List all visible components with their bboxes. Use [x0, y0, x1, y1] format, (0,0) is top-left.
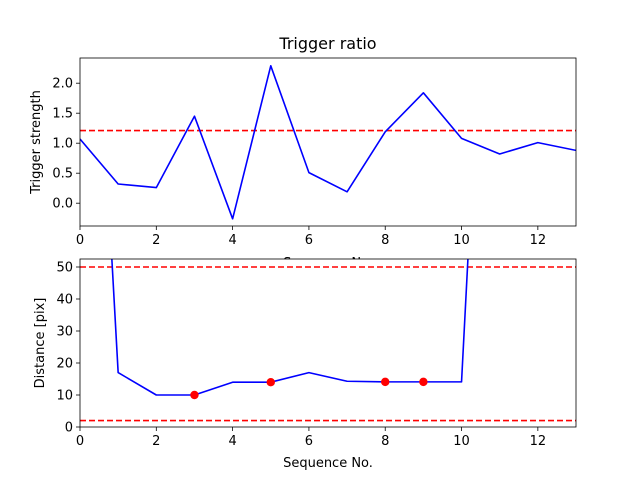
y-tick-label: 1.5 — [52, 107, 73, 122]
y-tick-label: 1.0 — [52, 137, 73, 152]
plot-frame — [79, 258, 577, 428]
data-point-marker — [190, 390, 199, 400]
x-tick-label: 0 — [76, 434, 84, 449]
y-tick-label: 0.5 — [52, 167, 73, 182]
series-line — [80, 65, 576, 220]
x-tick-label: 2 — [152, 434, 160, 449]
x-tick-label: 8 — [381, 233, 389, 248]
plot-area — [80, 259, 576, 427]
data-point-marker — [381, 377, 390, 387]
series-line — [111, 259, 469, 396]
y-tick-label: 2.0 — [52, 77, 73, 92]
x-tick-label: 0 — [76, 233, 84, 248]
y-tick-label: 40 — [56, 293, 73, 308]
plot-data-layer — [80, 65, 576, 220]
x-tick-label: 2 — [152, 233, 160, 248]
plot-data-layer — [80, 259, 576, 422]
data-point-marker — [419, 377, 428, 387]
bottom-chart: 0 2 4 6 8 10 12 0 10 20 30 40 50 Sequence No. Distance… — [33, 258, 577, 471]
data-point-marker — [266, 378, 275, 387]
plot-frame — [79, 57, 577, 227]
x-tick-label: 8 — [381, 434, 389, 449]
chart-title: Trigger ratio — [278, 34, 376, 53]
x-tick-label: 10 — [453, 434, 470, 449]
x-tick-label: 4 — [228, 233, 236, 248]
x-tick-label: 4 — [228, 434, 236, 449]
y-tick-label: 50 — [56, 261, 73, 276]
y-tick-label: 0.0 — [52, 197, 73, 212]
x-tick-label: 10 — [453, 233, 470, 248]
x-tick-label: 6 — [305, 233, 313, 248]
y-tick-label: 10 — [56, 389, 73, 404]
x-tick-label: 12 — [530, 233, 547, 248]
x-tick-label: 6 — [305, 434, 313, 449]
y-tick-label: 0 — [65, 421, 73, 436]
x-axis-label: Sequence No. — [283, 456, 373, 471]
plot-area — [80, 58, 576, 226]
y-tick-label: 30 — [56, 325, 73, 340]
y-axis-label: Distance [pix] — [33, 298, 48, 389]
y-tick-label: 20 — [56, 357, 73, 372]
y-axis-label: Trigger strength — [29, 90, 44, 195]
x-tick-label: 12 — [530, 434, 547, 449]
